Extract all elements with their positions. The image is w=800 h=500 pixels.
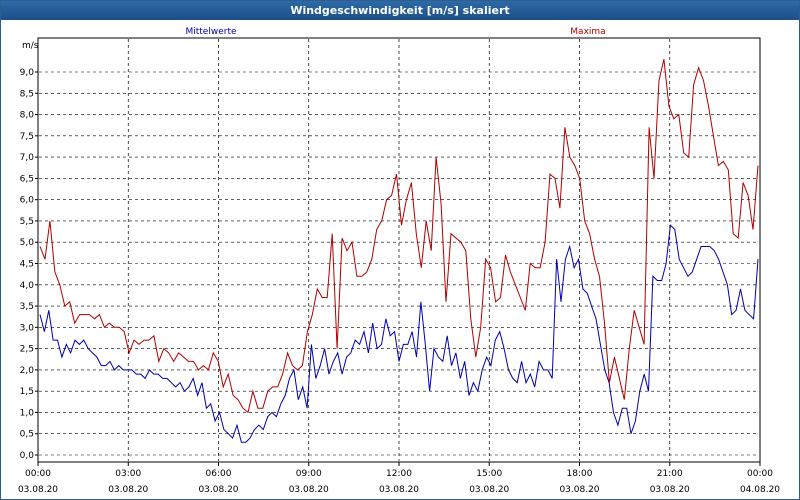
y-tick-label: 8,0 <box>20 111 35 121</box>
x-tick-date: 03.08.20 <box>18 485 58 495</box>
y-tick-label: 7,5 <box>20 132 34 142</box>
x-tick-time: 00:00 <box>25 469 51 479</box>
y-tick-label: 7,0 <box>20 153 35 163</box>
x-tick-date: 03.08.20 <box>198 485 238 495</box>
series-line-maxima <box>39 59 759 414</box>
x-tick-time: 18:00 <box>567 469 593 479</box>
y-tick-label: 2,5 <box>20 345 34 355</box>
y-tick-label: 5,5 <box>20 217 34 227</box>
series-lines <box>39 59 759 443</box>
x-tick-time: 21:00 <box>657 469 683 479</box>
x-tick-date: 03.08.20 <box>650 485 690 495</box>
legend-maxima: Maxima <box>570 27 605 37</box>
x-tick-time: 12:00 <box>386 469 412 479</box>
chart-title: Windgeschwindigkeit [m/s] skaliert <box>1 1 799 20</box>
y-tick-label: 4,0 <box>20 281 35 291</box>
y-tick-label: 2,0 <box>20 366 35 376</box>
x-tick-date: 03.08.20 <box>469 485 509 495</box>
y-tick-label: 0,0 <box>20 451 35 461</box>
y-tick-label: 8,5 <box>20 89 34 99</box>
y-tick-label: 3,5 <box>20 302 34 312</box>
x-tick-date: 03.08.20 <box>559 485 599 495</box>
y-tick-label: 3,0 <box>20 323 35 333</box>
y-tick-label: 6,5 <box>20 174 34 184</box>
y-tick-label: 5,0 <box>20 238 35 248</box>
y-axis: 0,0 0,5 1,0 1,5 2,0 2,5 3,0 3,5 4,0 4,5 5,0 5,5 6,0 6… <box>20 68 38 461</box>
y-tick-label: 1,5 <box>20 387 34 397</box>
x-tick-time: 09:00 <box>296 469 322 479</box>
x-tick-time: 15:00 <box>476 469 502 479</box>
y-tick-label: 9,0 <box>20 68 35 78</box>
series-line-mittelwerte <box>39 224 759 443</box>
x-axis: 00:00 03.08.20 03:00 03.08.20 06:00 03.08.20 0… <box>18 462 780 495</box>
y-tick-label: 6,0 <box>20 196 35 206</box>
legend-mittelwerte: Mittelwerte <box>185 27 236 37</box>
y-tick-label: 0,5 <box>20 430 34 440</box>
legend: Mittelwerte Maxima <box>185 27 605 37</box>
y-tick-label: 4,5 <box>20 260 34 270</box>
x-tick-time: 00:00 <box>747 469 773 479</box>
x-tick-date: 03.08.20 <box>289 485 329 495</box>
x-tick-date: 03.08.20 <box>108 485 148 495</box>
x-tick-time: 03:00 <box>115 469 141 479</box>
y-tick-label: 1,0 <box>20 408 35 418</box>
x-tick-date: 04.08.20 <box>740 485 780 495</box>
x-tick-time: 06:00 <box>206 469 232 479</box>
x-tick-date: 03.08.20 <box>379 485 419 495</box>
y-axis-label: m/s <box>22 41 39 51</box>
